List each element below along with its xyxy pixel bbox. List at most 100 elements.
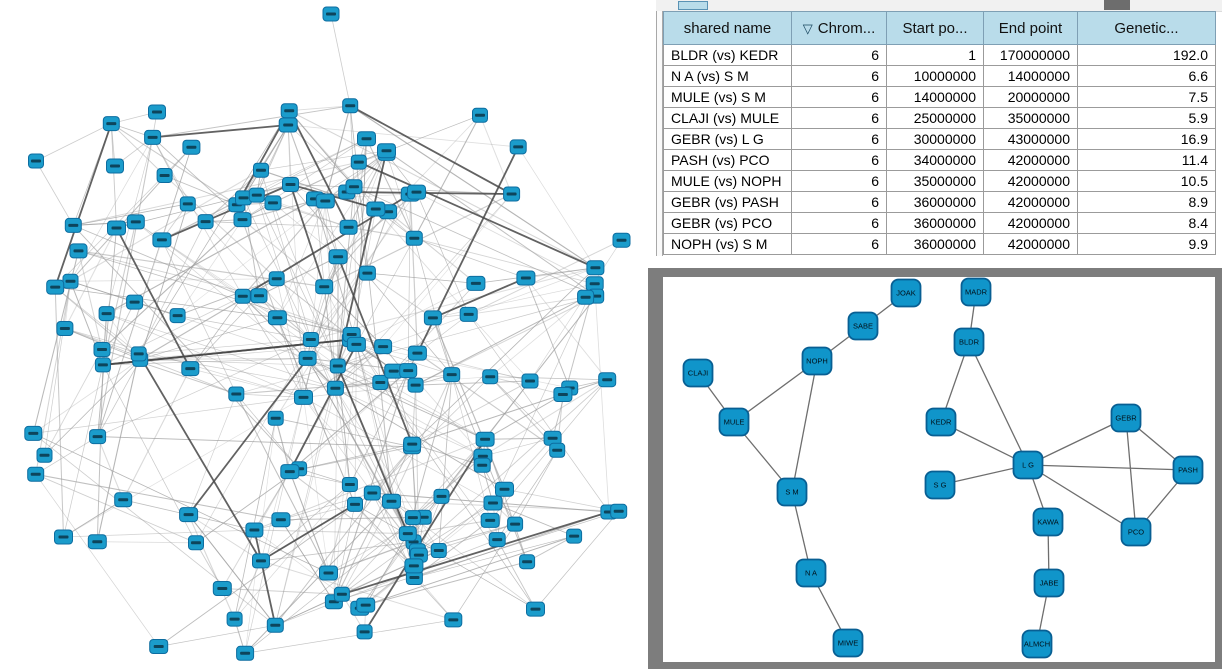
table-cell[interactable]: 6	[791, 86, 887, 108]
table-cell[interactable]: 9.9	[1077, 233, 1216, 255]
table-cell[interactable]: 6	[791, 191, 887, 213]
column-header-genetic[interactable]: Genetic...	[1077, 11, 1216, 45]
node-shape[interactable]	[1172, 455, 1204, 485]
network-node[interactable]	[488, 532, 506, 548]
network-node[interactable]	[350, 154, 367, 170]
sub-network-edge[interactable]	[791, 360, 818, 493]
network-node[interactable]	[566, 528, 583, 544]
sub-network-node-l-g[interactable]: L G	[1012, 450, 1044, 480]
sub-network-node-pash[interactable]: PASH	[1172, 455, 1204, 485]
network-node[interactable]	[404, 510, 421, 526]
network-node[interactable]	[404, 558, 424, 574]
network-node[interactable]	[298, 350, 317, 366]
network-node[interactable]	[356, 597, 376, 613]
network-node[interactable]	[480, 512, 500, 528]
node-shape[interactable]	[718, 407, 750, 437]
table-cell[interactable]: 36000000	[886, 191, 984, 213]
table-cell[interactable]: MULE (vs) S M	[663, 86, 792, 108]
network-node[interactable]	[342, 98, 359, 114]
network-node[interactable]	[549, 442, 566, 458]
network-node[interactable]	[585, 276, 604, 292]
sub-network-node-claji[interactable]: CLAJI	[682, 358, 714, 388]
table-cell[interactable]: 1	[886, 44, 984, 66]
network-node[interactable]	[407, 345, 427, 361]
network-node[interactable]	[102, 116, 120, 132]
table-cell[interactable]: 8.4	[1077, 212, 1216, 234]
table-cell[interactable]: 6.6	[1077, 65, 1216, 87]
table-cell[interactable]: 8.9	[1077, 191, 1216, 213]
table-row[interactable]: GEBR (vs) PASH 6 36000000 42000000 8.9	[663, 191, 1216, 213]
table-cell[interactable]: 6	[791, 128, 887, 150]
network-node[interactable]	[69, 243, 88, 259]
sub-network-edge[interactable]	[1027, 464, 1189, 471]
sub-network-node-n-a[interactable]: N A	[795, 558, 827, 588]
table-cell[interactable]: 34000000	[886, 149, 984, 171]
network-node[interactable]	[466, 275, 486, 291]
table-cell[interactable]: 6	[791, 65, 887, 87]
table-cell[interactable]: 30000000	[886, 128, 984, 150]
table-cell[interactable]: PASH (vs) PCO	[663, 149, 792, 171]
node-shape[interactable]	[795, 558, 827, 588]
network-node[interactable]	[407, 377, 424, 393]
network-node[interactable]	[27, 466, 45, 482]
network-node[interactable]	[372, 375, 389, 390]
network-node[interactable]	[315, 279, 334, 295]
network-node[interactable]	[268, 271, 285, 287]
network-node[interactable]	[182, 139, 201, 155]
network-node[interactable]	[403, 436, 422, 452]
network-node[interactable]	[405, 230, 423, 246]
network-node[interactable]	[407, 184, 426, 200]
network-node[interactable]	[278, 117, 298, 133]
network-node[interactable]	[152, 232, 172, 248]
network-node[interactable]	[87, 534, 107, 550]
sub-network-node-s-g[interactable]: S G	[924, 470, 956, 500]
network-node[interactable]	[483, 495, 503, 511]
network-node[interactable]	[126, 214, 145, 230]
table-cell[interactable]: 6	[791, 107, 887, 129]
network-node[interactable]	[24, 425, 43, 441]
network-node[interactable]	[347, 496, 363, 512]
network-node[interactable]	[333, 586, 350, 602]
table-cell[interactable]: 6	[791, 233, 887, 255]
network-node[interactable]	[236, 645, 255, 661]
network-node[interactable]	[54, 529, 73, 545]
network-node[interactable]	[302, 332, 319, 347]
table-cell[interactable]: 7.5	[1077, 86, 1216, 108]
table-cell[interactable]: GEBR (vs) L G	[663, 128, 792, 150]
node-shape[interactable]	[925, 407, 957, 437]
table-cell[interactable]: 6	[791, 149, 887, 171]
main-network-canvas[interactable]	[0, 0, 656, 669]
network-node[interactable]	[519, 554, 536, 570]
network-node[interactable]	[253, 162, 269, 178]
network-node[interactable]	[228, 386, 245, 402]
table-row[interactable]: CLAJI (vs) MULE 6 25000000 35000000 5.9	[663, 107, 1216, 129]
table-cell[interactable]: MULE (vs) NOPH	[663, 170, 792, 192]
table-cell[interactable]: 14000000	[983, 65, 1078, 87]
table-cell[interactable]: 5.9	[1077, 107, 1216, 129]
network-node[interactable]	[430, 543, 447, 558]
network-node[interactable]	[94, 357, 111, 373]
network-node[interactable]	[36, 447, 53, 463]
network-node[interactable]	[363, 485, 381, 501]
table-row[interactable]: GEBR (vs) PCO 6 36000000 42000000 8.4	[663, 212, 1216, 234]
table-cell[interactable]: CLAJI (vs) MULE	[663, 107, 792, 129]
node-shape[interactable]	[1110, 403, 1142, 433]
network-node[interactable]	[144, 129, 162, 145]
network-node[interactable]	[356, 624, 373, 640]
table-left-scrollbar[interactable]	[656, 11, 663, 256]
network-node[interactable]	[98, 306, 115, 322]
network-node[interactable]	[114, 492, 133, 508]
network-node[interactable]	[252, 553, 270, 569]
table-cell[interactable]: 42000000	[983, 191, 1078, 213]
network-node[interactable]	[93, 342, 111, 357]
network-node[interactable]	[345, 179, 363, 195]
network-node[interactable]	[405, 570, 423, 585]
sub-network-edge[interactable]	[968, 341, 1029, 466]
network-node[interactable]	[106, 158, 124, 174]
network-node[interactable]	[495, 481, 514, 497]
network-node[interactable]	[553, 387, 573, 402]
node-shape[interactable]	[847, 311, 879, 341]
sub-network-node-bldr[interactable]: BLDR	[953, 327, 985, 357]
table-scroll-chip[interactable]	[678, 1, 708, 10]
network-node[interactable]	[271, 512, 291, 528]
